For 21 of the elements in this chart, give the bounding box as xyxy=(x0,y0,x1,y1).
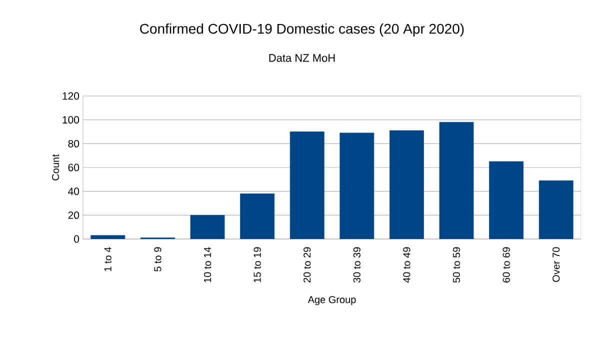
x-tick-label: 5 to 9 xyxy=(154,247,162,272)
y-tick-label: 60 xyxy=(68,164,80,172)
chart-subtitle: Data NZ MoH xyxy=(269,54,335,62)
x-tick-label: Over 70 xyxy=(552,247,560,282)
y-tick-label: 20 xyxy=(68,211,80,219)
x-tick-label: 40 to 49 xyxy=(403,247,410,283)
y-tick-label: 40 xyxy=(68,188,80,196)
x-tick-label: 1 to 4 xyxy=(104,247,112,272)
chart-title: Confirmed COVID-19 Domestic cases (20 Apr 2020) xyxy=(140,23,464,37)
y-axis-title: Count xyxy=(52,154,60,180)
x-tick-label: 60 to 69 xyxy=(502,247,510,282)
x-tick-label: 30 to 39 xyxy=(353,247,360,283)
y-tick-label: 120 xyxy=(62,92,80,100)
y-tick-label: 80 xyxy=(68,140,80,148)
y-tick-label: 100 xyxy=(62,116,80,124)
x-tick-label: 15 to 19 xyxy=(254,247,261,282)
x-tick-label: 20 to 29 xyxy=(304,247,311,282)
x-tick-label: 10 to 14 xyxy=(204,247,212,282)
x-axis-title: Age Group xyxy=(308,296,356,306)
x-tick-label: 50 to 59 xyxy=(452,247,460,283)
y-tick-label: 0 xyxy=(74,235,80,243)
